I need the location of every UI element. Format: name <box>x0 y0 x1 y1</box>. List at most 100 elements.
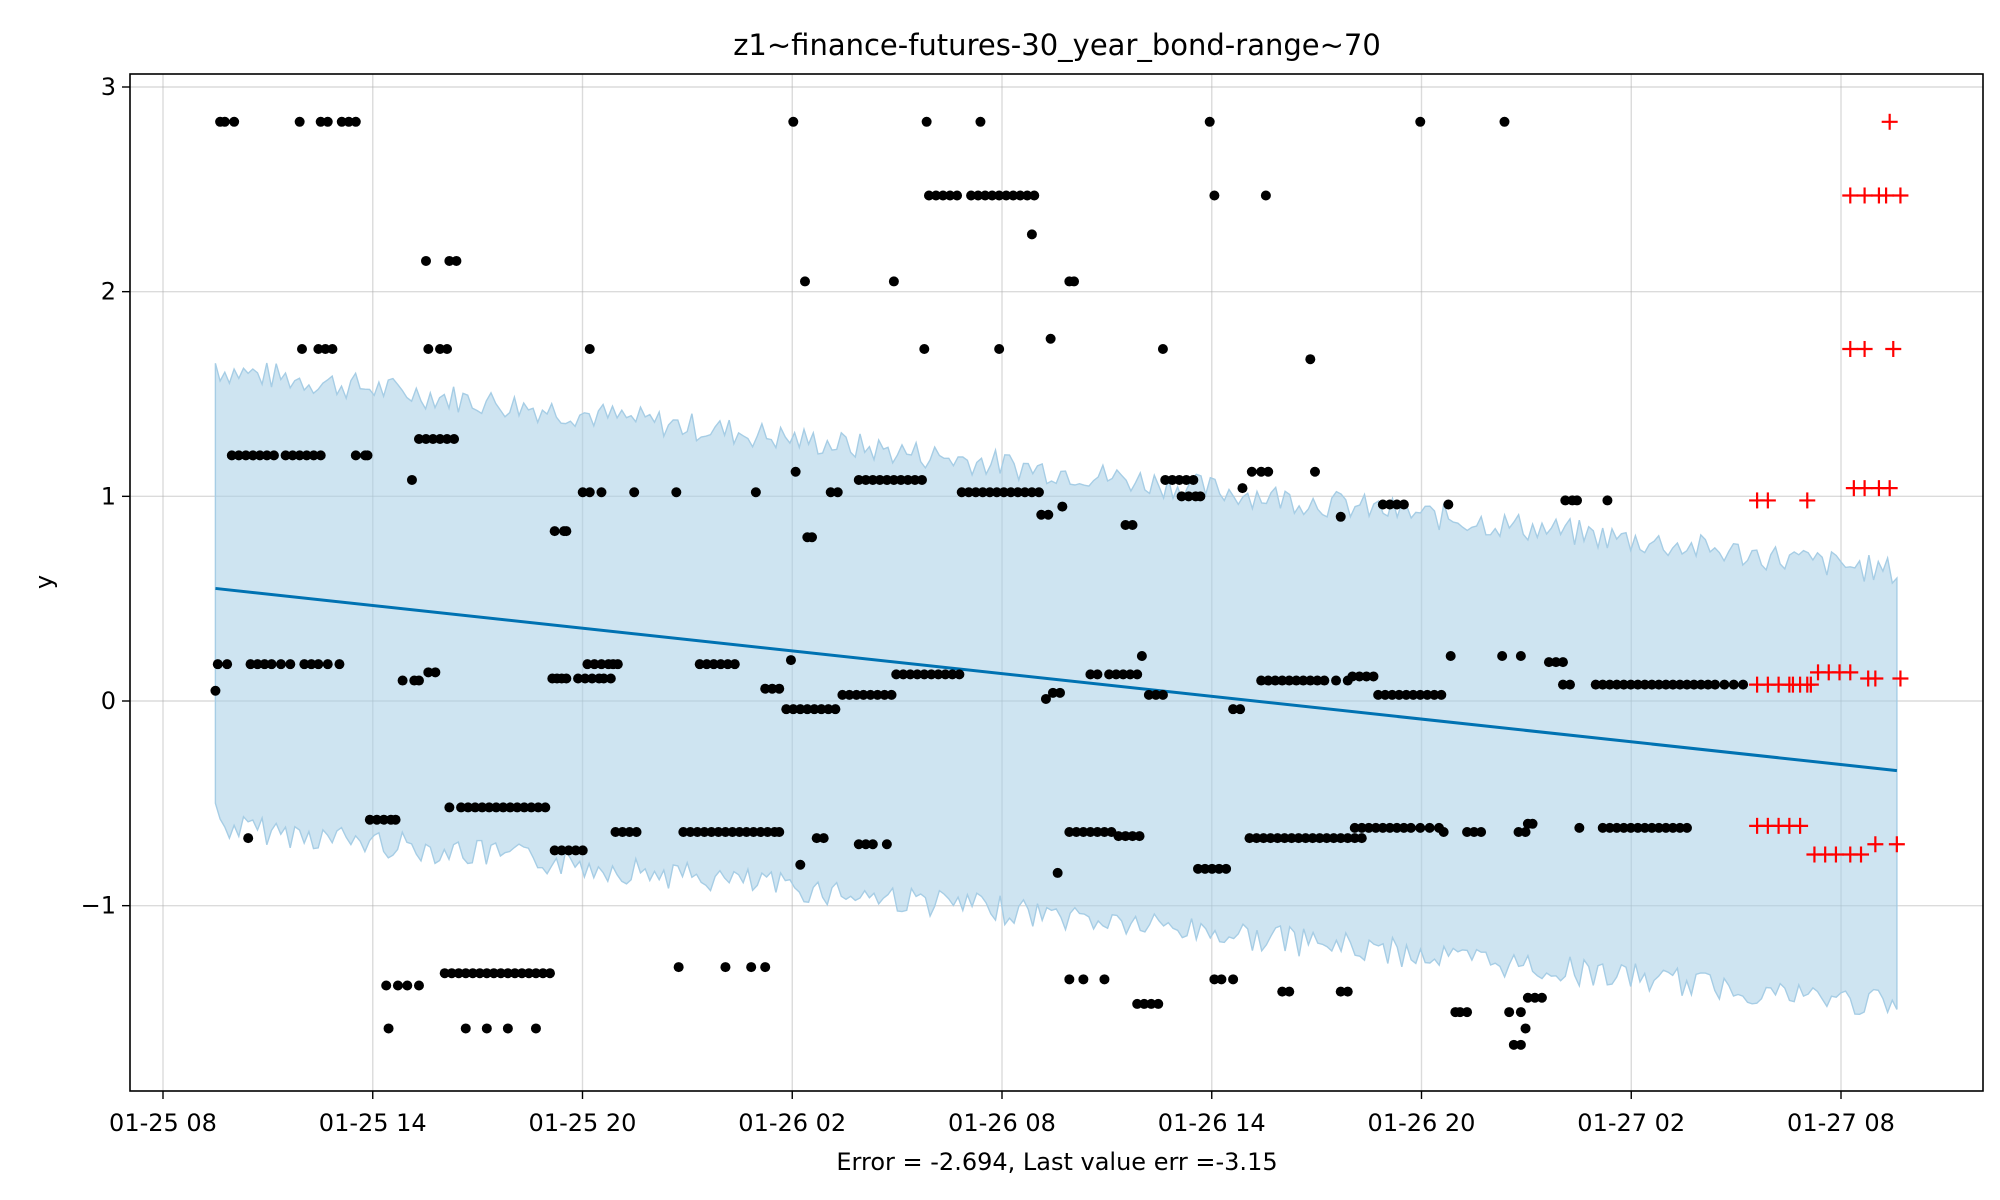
history-point <box>1139 998 1150 1009</box>
future-point <box>1799 492 1816 509</box>
history-point <box>413 675 424 686</box>
history-point <box>1120 519 1131 530</box>
history-point <box>1012 487 1023 498</box>
history-point <box>923 190 934 201</box>
history-point <box>916 474 927 485</box>
history-point <box>795 859 806 870</box>
history-point <box>243 833 254 844</box>
history-point <box>891 669 902 680</box>
history-point <box>1312 675 1323 686</box>
history-point <box>420 434 431 445</box>
history-point <box>544 968 555 979</box>
history-point <box>577 845 588 856</box>
history-point <box>741 826 752 837</box>
history-point <box>449 434 460 445</box>
history-point <box>1127 519 1138 530</box>
history-point <box>610 826 621 837</box>
history-point <box>921 116 932 127</box>
history-point <box>1293 833 1304 844</box>
history-point <box>933 669 944 680</box>
history-point <box>750 487 761 498</box>
history-point <box>1279 833 1290 844</box>
history-point <box>1047 687 1058 698</box>
history-point <box>1291 675 1302 686</box>
history-point <box>977 487 988 498</box>
x-tick-label: 01-25 20 <box>529 1109 637 1137</box>
history-point <box>1071 826 1082 837</box>
history-point <box>233 450 244 461</box>
history-point <box>219 116 230 127</box>
history-point <box>435 343 446 354</box>
history-point <box>589 659 600 670</box>
history-point <box>1309 466 1320 477</box>
history-point <box>1394 689 1405 700</box>
future-point <box>1867 670 1884 687</box>
history-point <box>477 802 488 813</box>
history-point <box>947 669 958 680</box>
history-point <box>966 190 977 201</box>
history-point <box>1033 487 1044 498</box>
history-point <box>720 962 731 973</box>
history-point <box>1543 657 1554 668</box>
history-point <box>1436 689 1447 700</box>
history-point <box>1625 822 1636 833</box>
history-point <box>617 826 628 837</box>
history-point <box>781 704 792 715</box>
history-point <box>1349 822 1360 833</box>
history-point <box>1422 689 1433 700</box>
history-point <box>474 968 485 979</box>
history-point <box>1237 483 1248 494</box>
history-point <box>1515 650 1526 661</box>
history-point <box>807 532 818 543</box>
history-point <box>673 962 684 973</box>
history-point <box>722 659 733 670</box>
history-point <box>1181 474 1192 485</box>
history-point <box>963 487 974 498</box>
history-point <box>1728 679 1739 690</box>
history-point <box>1099 974 1110 985</box>
history-point <box>1373 689 1384 700</box>
history-point <box>1092 669 1103 680</box>
history-point <box>692 826 703 837</box>
history-point <box>1064 974 1075 985</box>
history-point <box>530 968 541 979</box>
future-point <box>1892 670 1909 687</box>
history-point <box>1710 679 1721 690</box>
history-point <box>853 839 864 850</box>
history-point <box>1244 833 1255 844</box>
history-point <box>790 466 801 477</box>
history-point <box>1118 669 1129 680</box>
history-point <box>1314 833 1325 844</box>
y-tick-label: 3 <box>101 73 116 101</box>
history-point <box>1120 831 1131 842</box>
history-point <box>596 487 607 498</box>
history-point <box>874 474 885 485</box>
history-point <box>1019 487 1030 498</box>
history-point <box>1639 822 1650 833</box>
history-point <box>1398 822 1409 833</box>
history-point <box>734 826 745 837</box>
history-point <box>1263 675 1274 686</box>
history-point <box>1307 833 1318 844</box>
history-point <box>315 450 326 461</box>
y-tick-label: −1 <box>81 892 116 920</box>
history-point <box>1415 689 1426 700</box>
history-point <box>430 667 441 678</box>
history-point <box>1550 657 1561 668</box>
history-point <box>322 116 333 127</box>
future-point <box>1892 187 1909 204</box>
history-point <box>1335 511 1346 522</box>
history-point <box>774 683 785 694</box>
chart-title: z1~finance-futures-30_year_bond-range~70 <box>733 28 1381 62</box>
history-point <box>1674 822 1685 833</box>
data-points <box>210 113 1909 1050</box>
history-point <box>748 826 759 837</box>
history-point <box>1529 992 1540 1003</box>
history-point <box>413 434 424 445</box>
future-point <box>1792 817 1809 834</box>
future-point <box>1853 846 1870 863</box>
history-point <box>1150 689 1161 700</box>
history-point <box>509 968 520 979</box>
history-point <box>1368 671 1379 682</box>
history-point <box>612 659 623 670</box>
